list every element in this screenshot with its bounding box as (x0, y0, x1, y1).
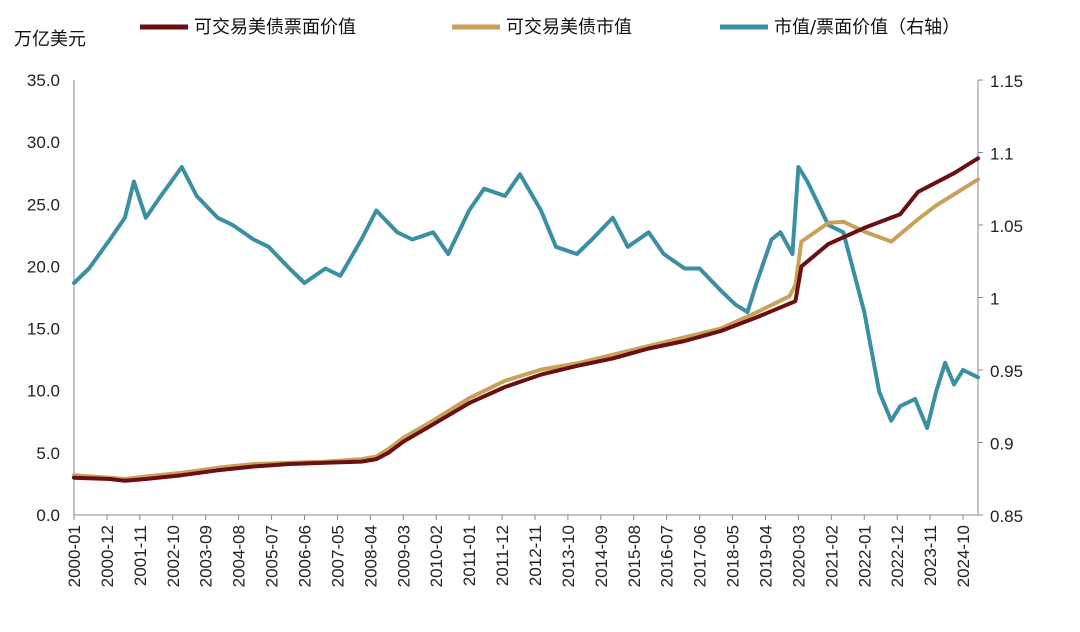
series-line-0 (72, 156, 980, 483)
x-tick-label: 2002-10 (164, 525, 183, 587)
x-tick-label: 2022-12 (888, 525, 907, 587)
x-tick-label: 2011-01 (460, 525, 479, 586)
x-tick-label: 2011-12 (493, 525, 512, 586)
right-tick-label: 1.15 (990, 72, 1023, 91)
left-axis-unit: 万亿美元 (14, 29, 86, 50)
left-tick-label: 0.0 (36, 506, 60, 525)
x-tick-label: 2020-03 (789, 525, 808, 587)
x-tick-label: 2008-04 (361, 525, 380, 587)
x-tick-label: 2017-06 (691, 525, 710, 587)
right-tick-label: 1 (990, 290, 999, 309)
x-tick-label: 2003-09 (197, 525, 216, 587)
x-tick-label: 2016-07 (658, 525, 677, 587)
x-tick-label: 2024-10 (954, 525, 973, 587)
x-tick-label: 2007-05 (328, 525, 347, 587)
x-tick-label: 2022-01 (855, 525, 874, 587)
right-tick-label: 0.85 (990, 507, 1023, 526)
legend-label-0: 可交易美债票面价值 (194, 17, 356, 38)
left-tick-label: 15.0 (27, 320, 60, 339)
left-tick-label: 10.0 (27, 382, 60, 401)
series-layer (72, 156, 980, 483)
x-tick-label: 2023-11 (921, 525, 940, 586)
x-tick-label: 2009-03 (394, 525, 413, 587)
legend-label-2: 市值/票面价值（右轴） (774, 17, 960, 38)
x-tick-label: 2015-08 (625, 525, 644, 587)
x-tick-label: 2018-05 (724, 525, 743, 587)
right-tick-label: 1.1 (990, 145, 1014, 164)
left-tick-label: 35.0 (27, 71, 60, 90)
left-tick-label: 5.0 (36, 444, 60, 463)
x-tick-label: 2000-01 (65, 525, 84, 587)
x-tick-label: 2001-11 (131, 525, 150, 586)
x-tick-label: 2012-11 (526, 525, 545, 586)
x-tick-label: 2013-10 (559, 525, 578, 587)
left-tick-label: 30.0 (27, 133, 60, 152)
x-tick-label: 2021-02 (822, 525, 841, 587)
legend-label-1: 可交易美债市值 (506, 17, 632, 38)
right-tick-label: 0.95 (990, 362, 1023, 381)
x-tick-label: 2005-07 (263, 525, 282, 587)
series-line-1 (72, 177, 980, 481)
legend: 可交易美债票面价值 可交易美债市值 市值/票面价值（右轴） (140, 17, 960, 38)
right-tick-label: 0.9 (990, 435, 1014, 454)
left-tick-label: 25.0 (27, 195, 60, 214)
left-tick-label: 20.0 (27, 257, 60, 276)
x-tick-label: 2004-08 (230, 525, 249, 587)
x-tick-label: 2014-09 (592, 525, 611, 587)
x-tick-label: 2000-12 (98, 525, 117, 587)
axes: 35.0 30.0 25.0 20.0 15.0 10.0 5.0 0.0 1.15 1.1 1.0… (27, 71, 1023, 587)
x-tick-label: 2006-06 (295, 525, 314, 587)
right-tick-label: 1.05 (990, 217, 1023, 236)
x-tick-label: 2010-02 (427, 525, 446, 587)
series-line-2 (72, 165, 980, 430)
x-tick-label: 2019-04 (756, 525, 775, 587)
